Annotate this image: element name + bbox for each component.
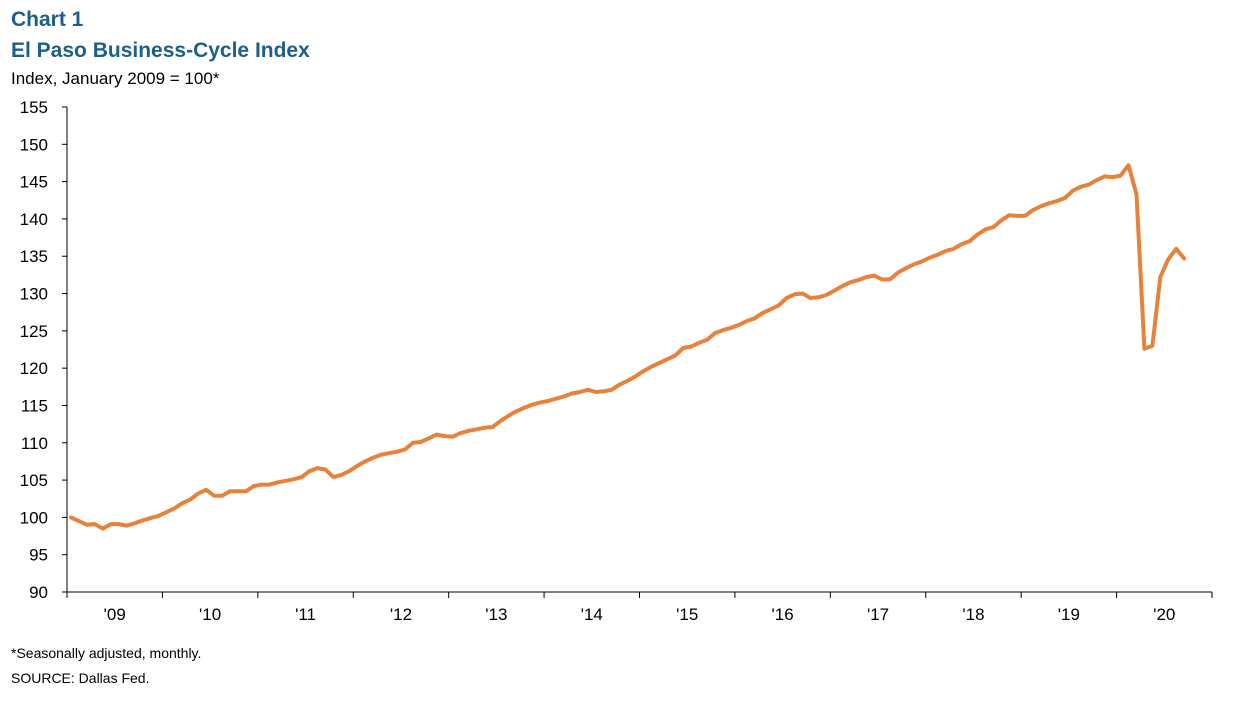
y-tick-label: 100: [20, 508, 48, 527]
x-tick-label: '10: [199, 605, 221, 624]
y-axis-unit-label: Index, January 2009 = 100*: [11, 69, 220, 88]
source-note: SOURCE: Dallas Fed.: [11, 670, 150, 686]
series-line: [69, 163, 1187, 531]
y-tick-label: 110: [21, 434, 48, 453]
axes: [66, 107, 1212, 593]
x-tick-label: '17: [867, 605, 889, 624]
x-tick-label: '12: [390, 605, 412, 624]
x-tick-label: '18: [962, 605, 984, 624]
x-tick-label: '20: [1153, 605, 1175, 624]
x-tick-label: '13: [485, 605, 507, 624]
y-tick-label: 135: [20, 247, 48, 266]
x-tick-label: '11: [295, 605, 316, 624]
chart-title: El Paso Business-Cycle Index: [11, 39, 310, 62]
y-tick-label: 90: [29, 583, 48, 602]
x-tick-label: '16: [772, 605, 794, 624]
x-axis-ticks: '09 '10 '11 '12 '13 '14 '15 '16 '17 '18 '19 '20: [66, 592, 1213, 624]
x-tick-label: '15: [676, 605, 698, 624]
y-tick-label: 155: [20, 98, 48, 117]
y-axis-ticks: 90 95 100 105 110 115 120 125 130 135 140 145 150 155: [20, 98, 67, 602]
x-tick-label: '19: [1058, 605, 1080, 624]
y-tick-label: 125: [20, 322, 48, 341]
y-tick-label: 105: [20, 471, 48, 490]
x-tick-label: '14: [581, 605, 603, 624]
y-tick-label: 140: [20, 210, 48, 229]
y-tick-label: 130: [20, 285, 48, 304]
y-tick-label: 95: [29, 546, 48, 565]
y-tick-label: 145: [20, 173, 48, 192]
y-tick-label: 120: [20, 359, 48, 378]
plot-area: [69, 163, 1187, 531]
x-tick-label: '09: [104, 605, 126, 624]
y-tick-label: 150: [20, 135, 48, 154]
chart-number: Chart 1: [11, 8, 84, 31]
y-tick-label: 115: [21, 396, 48, 415]
footnote: *Seasonally adjusted, monthly.: [11, 645, 202, 661]
